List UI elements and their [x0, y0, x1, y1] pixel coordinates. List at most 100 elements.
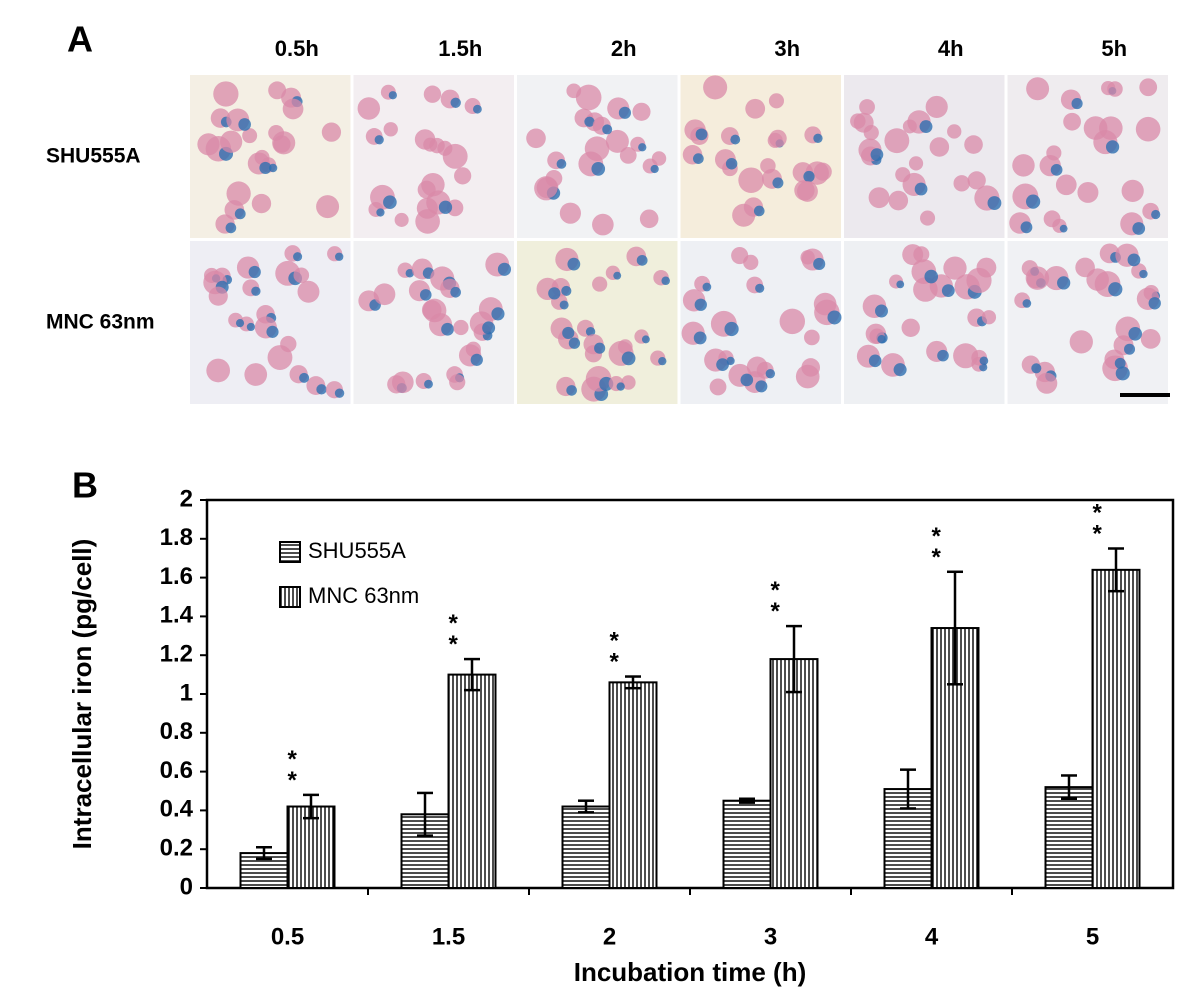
iron-stain — [716, 358, 729, 371]
y-tick-label: 1 — [180, 679, 193, 706]
iron-stain — [259, 161, 272, 174]
iron-stain — [234, 208, 246, 220]
significance: ** — [923, 523, 950, 565]
column-label: 4h — [938, 36, 964, 61]
cell — [1135, 116, 1161, 142]
iron-stain — [225, 222, 237, 234]
cell — [1107, 81, 1123, 97]
legend-swatch — [279, 541, 301, 563]
iron-stain — [1057, 276, 1071, 290]
cell — [859, 99, 875, 115]
cell — [863, 124, 879, 141]
significance: ** — [440, 610, 467, 652]
error-bar — [417, 791, 433, 837]
iron-stain — [251, 286, 261, 296]
cell — [619, 147, 637, 164]
cell — [1012, 154, 1035, 177]
iron-stain — [661, 276, 670, 286]
iron-stain — [316, 384, 327, 395]
cell — [272, 131, 296, 155]
iron-stain — [740, 373, 754, 387]
cell — [920, 210, 936, 226]
cell — [526, 128, 546, 149]
cell — [731, 246, 749, 265]
cell — [1063, 112, 1081, 131]
iron-stain — [594, 342, 606, 354]
error-bar — [900, 768, 916, 810]
iron-stain — [1115, 366, 1130, 381]
iron-stain — [919, 120, 933, 134]
iron-stain — [979, 356, 989, 366]
iron-stain — [693, 153, 704, 164]
iron-stain — [497, 262, 512, 276]
cell — [559, 202, 581, 224]
column-label: 5h — [1101, 36, 1127, 61]
cell — [454, 167, 472, 185]
cell — [575, 84, 602, 111]
iron-stain — [813, 133, 823, 143]
cell — [316, 195, 340, 219]
iron-stain — [266, 325, 279, 338]
cell — [925, 95, 948, 119]
iron-stain — [450, 97, 461, 108]
cell — [868, 187, 890, 209]
iron-stain — [566, 385, 577, 396]
iron-stain — [1050, 164, 1063, 176]
cell — [1075, 257, 1095, 278]
cell — [804, 329, 820, 346]
cell — [423, 85, 442, 103]
iron-stain — [376, 208, 385, 217]
cell — [415, 209, 440, 234]
iron-stain — [556, 159, 567, 169]
cell — [220, 130, 243, 153]
iron-stain — [248, 265, 261, 279]
cell — [282, 98, 304, 120]
cell — [1036, 372, 1058, 394]
iron-stain — [585, 327, 596, 337]
cell — [888, 190, 909, 211]
cell — [394, 212, 409, 227]
x-tick-label: 2 — [603, 923, 616, 950]
error-bar — [256, 846, 272, 861]
y-tick-label: 1.2 — [160, 641, 193, 668]
iron-stain — [419, 289, 432, 301]
iron-stain — [924, 269, 939, 284]
cell — [1055, 174, 1077, 196]
iron-stain — [755, 380, 768, 393]
iron-stain — [1105, 140, 1120, 154]
iron-stain — [621, 351, 636, 366]
cell — [1025, 266, 1050, 290]
cell — [967, 171, 986, 190]
column-label: 3h — [774, 36, 800, 61]
bar — [447, 673, 497, 889]
iron-stain — [602, 124, 613, 135]
cell — [321, 122, 342, 142]
iron-stain — [755, 283, 765, 293]
cell — [449, 374, 466, 391]
cell — [884, 128, 910, 154]
cell — [800, 250, 815, 265]
cell — [297, 280, 320, 303]
cell — [632, 102, 651, 121]
iron-stain — [1059, 224, 1068, 233]
iron-stain — [694, 298, 707, 311]
iron-stain — [1022, 299, 1032, 308]
iron-stain — [568, 337, 581, 349]
iron-stain — [877, 335, 886, 344]
iron-stain — [246, 322, 256, 332]
cell — [206, 358, 231, 383]
iron-stain — [1151, 209, 1161, 220]
iron-stain — [562, 326, 575, 340]
error-bar — [625, 675, 641, 690]
y-tick-label: 0.4 — [160, 796, 194, 823]
cell — [913, 246, 930, 263]
iron-stain — [618, 106, 631, 119]
row-label: SHU555A — [46, 145, 141, 168]
x-tick-label: 4 — [925, 923, 939, 950]
iron-stain — [914, 182, 928, 196]
plot: 0 0.2 0.4 0.6 0.8 1 1.2 1.4 1.6 1.8 2 Intracellular… — [67, 485, 1175, 987]
iron-stain — [1128, 327, 1143, 341]
iron-stain — [753, 205, 765, 217]
cell — [1140, 328, 1161, 349]
